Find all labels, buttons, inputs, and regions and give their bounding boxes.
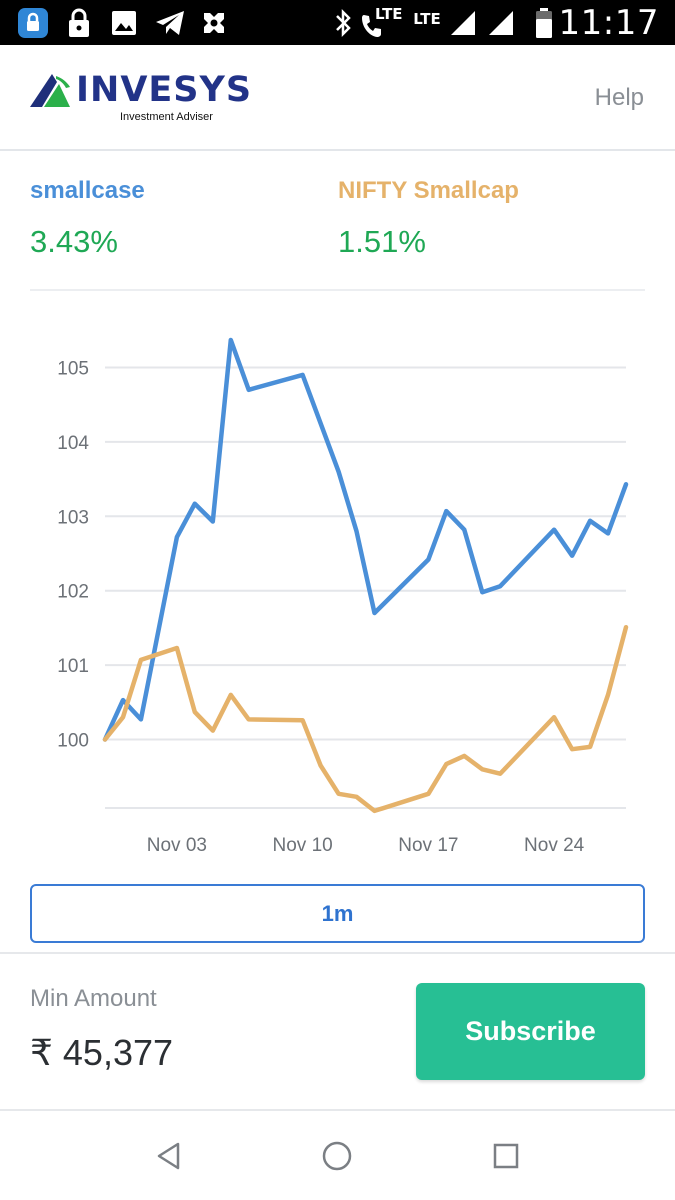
brand-name: INVESYS xyxy=(76,70,253,110)
app-header: INVESYS Investment Adviser Help xyxy=(0,45,675,151)
status-clock: 11:17 xyxy=(558,3,659,43)
smallcase-return: 3.43% xyxy=(30,224,118,259)
vpn-lock-icon xyxy=(16,6,50,40)
series-line-nifty-smallcap xyxy=(102,624,629,814)
lte-label-secondary: LTE xyxy=(410,2,444,36)
volte-call-icon: LTE xyxy=(360,3,403,37)
signal-icon xyxy=(486,6,516,40)
recents-icon[interactable] xyxy=(481,1131,531,1181)
benchmark-performance: NIFTY Smallcap 1.51% xyxy=(338,177,519,260)
brand-tagline: Investment Adviser xyxy=(120,111,213,123)
benchmark-return: 1.51% xyxy=(338,224,426,259)
lte-text: LTE xyxy=(413,10,441,28)
status-bar: LTE LTE 11:17 xyxy=(0,0,675,45)
divider xyxy=(0,1109,675,1111)
y-tick-label: 105 xyxy=(57,359,89,380)
battery-icon xyxy=(533,6,555,40)
system-nav-bar xyxy=(0,1111,675,1200)
telegram-icon xyxy=(154,6,186,40)
benchmark-label: NIFTY Smallcap xyxy=(338,177,519,204)
y-tick-label: 101 xyxy=(57,656,89,677)
image-icon xyxy=(110,6,138,40)
smallcase-performance: smallcase 3.43% xyxy=(30,177,145,260)
x-tick-label: Nov 03 xyxy=(147,835,207,856)
y-tick-label: 100 xyxy=(57,731,89,752)
y-tick-label: 102 xyxy=(57,582,89,603)
divider xyxy=(0,952,675,954)
min-amount-value: ₹ 45,377 xyxy=(30,1032,174,1073)
x-tick-label: Nov 24 xyxy=(524,835,585,856)
smallcase-label: smallcase xyxy=(30,177,145,204)
signal-icon xyxy=(448,6,478,40)
y-tick-label: 104 xyxy=(57,433,89,454)
back-icon[interactable] xyxy=(144,1131,194,1181)
x-tick-label: Nov 10 xyxy=(273,835,333,856)
x-tick-label: Nov 17 xyxy=(398,835,458,856)
range-selector-1m[interactable]: 1m xyxy=(30,884,645,943)
logo-mark-icon xyxy=(30,74,70,107)
series-line-smallcase xyxy=(102,337,629,742)
game-icon xyxy=(198,6,230,40)
min-amount-label: Min Amount xyxy=(30,985,157,1012)
bluetooth-icon xyxy=(332,6,354,40)
performance-summary: smallcase 3.43% NIFTY Smallcap 1.51% xyxy=(30,152,645,291)
performance-chart[interactable]: 100 101 102 103 104 105 Nov 03 Nov 10 Nov 17 Nov … xyxy=(0,300,675,870)
brand-logo[interactable]: INVESYS Investment Adviser xyxy=(30,70,251,130)
lock-icon xyxy=(66,6,92,40)
chart-svg: 100 101 102 103 104 105 Nov 03 Nov 10 Nov 17 Nov … xyxy=(57,337,629,856)
y-tick-label: 103 xyxy=(57,507,89,528)
lte-label: LTE xyxy=(375,5,403,23)
home-icon[interactable] xyxy=(312,1131,362,1181)
help-link[interactable]: Help xyxy=(594,84,644,111)
subscribe-button[interactable]: Subscribe xyxy=(416,983,645,1080)
